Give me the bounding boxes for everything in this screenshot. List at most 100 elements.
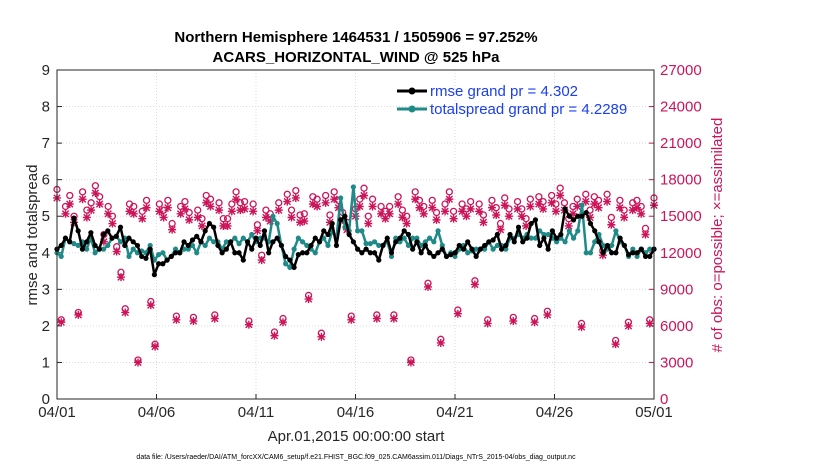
totalspread-point: [570, 235, 577, 241]
possible-point: [458, 200, 466, 208]
totalspread-point: [223, 239, 229, 245]
rmse-point: [456, 242, 462, 249]
totalspread-point: [274, 220, 280, 227]
assimilated-point: [215, 206, 224, 215]
possible-point: [556, 184, 564, 192]
totalspread-point: [473, 246, 479, 252]
x-axis-ticks: 04/01 04/06 04/11 04/16 04/21 04/26 05/01: [38, 394, 673, 421]
rmse-point: [465, 239, 471, 245]
assimilated-point: [121, 308, 130, 317]
assimilated-point: [193, 213, 202, 222]
rmse-point: [532, 217, 539, 223]
rmse-point: [283, 253, 289, 260]
rmse-point: [164, 257, 170, 263]
assimilated-point: [628, 206, 637, 215]
possible-point: [164, 196, 172, 205]
assimilated-point: [517, 212, 526, 221]
rmse-point: [592, 228, 598, 234]
possible-point: [560, 199, 569, 207]
rmse-point: [583, 209, 589, 216]
possible-point: [249, 200, 257, 208]
assimilated-point: [458, 207, 467, 216]
rmse-point: [181, 239, 187, 245]
rmse-point: [558, 231, 564, 238]
assimilated-point: [368, 202, 377, 211]
rmse-series: [54, 206, 657, 278]
totalspread-point: [647, 246, 653, 252]
possible-point: [385, 202, 394, 211]
legend-spread-marker: [408, 105, 416, 113]
totalspread-point: [160, 250, 166, 256]
rmse-point: [507, 231, 513, 238]
possible-point: [603, 190, 611, 198]
rmse-point: [439, 246, 445, 252]
possible-point: [394, 193, 402, 201]
rmse-point: [346, 231, 352, 238]
possible-point: [142, 196, 151, 205]
possible-point: [236, 199, 245, 207]
assimilated-point: [594, 203, 603, 212]
assimilated-point: [78, 195, 87, 204]
rmse-point: [194, 233, 200, 239]
possible-point: [326, 211, 334, 219]
possible-point: [181, 197, 189, 206]
rmse-point: [232, 250, 238, 256]
possible-point: [501, 194, 509, 202]
y-right-tick-label: 15000: [660, 208, 702, 225]
possible-point: [381, 207, 390, 215]
assimilated-point: [590, 200, 599, 209]
assimilated-point: [406, 358, 415, 367]
legend-rmse-label: rmse grand pr = 4.302: [430, 83, 578, 100]
totalspread-point: [147, 242, 153, 249]
assimilated-point: [244, 320, 253, 329]
rmse-point: [143, 255, 149, 261]
assimilated-point: [568, 209, 577, 218]
assimilated-point: [611, 340, 620, 349]
possible-point: [202, 191, 210, 200]
rmse-point: [350, 239, 356, 245]
possible-point: [548, 191, 556, 200]
y-right-tick-label: 27000: [660, 62, 702, 79]
rmse-point: [291, 264, 297, 270]
assimilated-point: [586, 213, 595, 222]
totalspread-point: [270, 213, 276, 219]
rmse-point: [109, 235, 115, 241]
rmse-point: [211, 224, 217, 230]
assimilated-point: [296, 218, 305, 227]
assimilated-point: [526, 202, 535, 211]
rmse-point: [384, 235, 390, 241]
assimilated-point: [129, 209, 138, 218]
possible-point: [240, 197, 249, 206]
assimilated-point: [151, 342, 160, 351]
possible-point: [321, 191, 330, 200]
possible-point: [296, 211, 304, 219]
assimilated-point: [496, 225, 505, 234]
rmse-point: [299, 250, 306, 256]
rmse-point: [418, 250, 424, 256]
assimilated-point: [432, 215, 441, 224]
rmse-point: [435, 250, 441, 256]
rmse-point: [312, 235, 318, 241]
assimilated-point: [462, 212, 471, 221]
assimilated-point: [155, 207, 164, 216]
rmse-point: [105, 228, 111, 234]
totalspread-point: [562, 239, 568, 245]
rmse-point: [189, 237, 196, 243]
rmse-point: [84, 239, 90, 245]
totalspread-point: [575, 228, 581, 234]
rmse-point: [482, 242, 488, 249]
assimilated-point: [197, 221, 206, 230]
possible-point: [104, 202, 112, 211]
rmse-point: [156, 261, 162, 267]
rmse-point: [524, 235, 530, 241]
rmse-point: [168, 253, 174, 260]
possible-point: [449, 207, 458, 215]
rmse-point: [75, 228, 81, 234]
rmse-point: [371, 250, 378, 256]
assimilated-point: [261, 213, 270, 222]
possible-point: [91, 182, 100, 190]
rmse-point: [579, 213, 585, 219]
assimilated-point: [389, 314, 398, 323]
rmse-point: [100, 231, 107, 238]
